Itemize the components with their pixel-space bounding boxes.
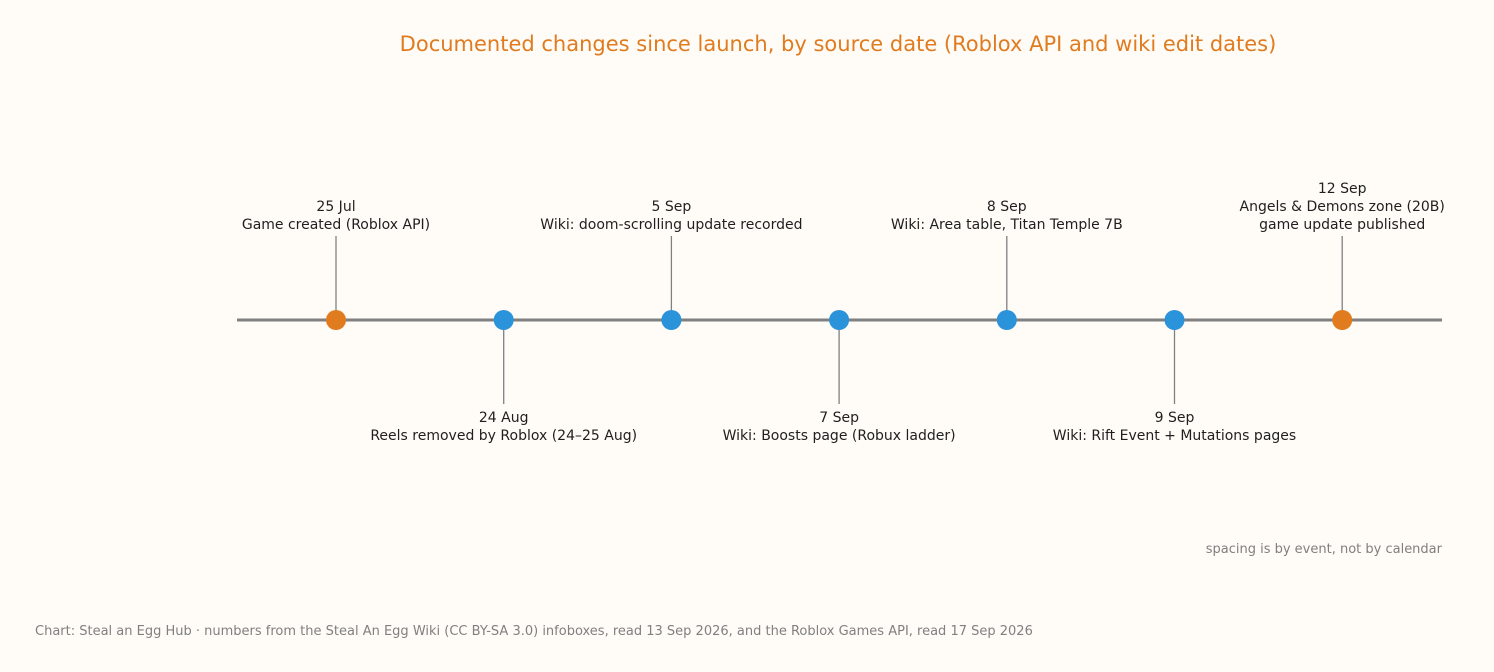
event-date-label: 12 Sep <box>1318 181 1367 197</box>
event-description-label: Wiki: Boosts page (Robux ladder) <box>723 428 956 444</box>
event-marker <box>326 310 346 330</box>
chart-title: Documented changes since launch, by sour… <box>400 32 1277 56</box>
event-date-label: 5 Sep <box>652 199 692 215</box>
event-description-label: Wiki: doom-scrolling update recorded <box>540 217 802 233</box>
event-date-label: 24 Aug <box>479 410 529 426</box>
event-date-label: 9 Sep <box>1155 410 1195 426</box>
event-date-label: 7 Sep <box>819 410 859 426</box>
event-marker <box>1332 310 1353 330</box>
spacing-note: spacing is by event, not by calendar <box>1206 542 1443 557</box>
event-description-label: Game created (Roblox API) <box>242 217 430 233</box>
event-date-label: 25 Jul <box>316 199 355 215</box>
event-marker <box>661 310 682 330</box>
event-description-label: game update published <box>1259 217 1425 233</box>
event-description-label: Wiki: Rift Event + Mutations pages <box>1053 428 1296 444</box>
event-description-label: Angels & Demons zone (20B) <box>1240 199 1445 215</box>
event-marker <box>493 310 514 330</box>
event-description-label: Reels removed by Roblox (24–25 Aug) <box>370 428 637 444</box>
event-marker <box>829 310 850 330</box>
event-date-label: 8 Sep <box>987 199 1027 215</box>
event-marker <box>1164 310 1185 330</box>
timeline-events: 25 Jul Game created (Roblox API) 24 Aug Ree… <box>242 181 1445 444</box>
event-description-label: Wiki: Area table, Titan Temple 7B <box>891 217 1123 233</box>
event-marker <box>996 310 1017 330</box>
source-caption: Chart: Steal an Egg Hub · numbers from t… <box>35 624 1033 639</box>
